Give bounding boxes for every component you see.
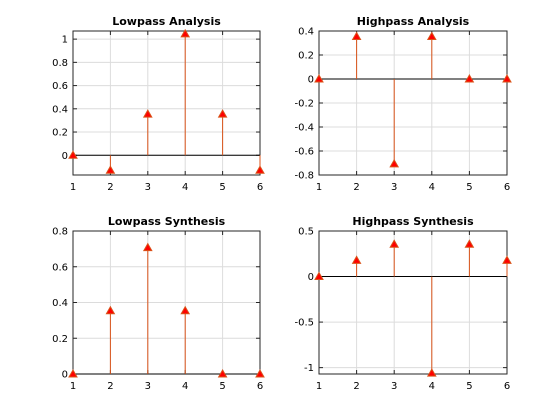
x-tick-label: 2 — [107, 182, 113, 193]
y-tick-label: -0.4 — [294, 123, 314, 134]
stem-marker — [314, 271, 324, 281]
stem-marker — [502, 73, 512, 83]
y-tick-label: 0.2 — [52, 128, 68, 139]
y-tick-label: 0.6 — [52, 262, 68, 273]
x-tick-label: 1 — [316, 381, 322, 392]
y-tick-label: 0.8 — [52, 227, 68, 238]
y-tick-label: 0.5 — [298, 227, 314, 238]
x-tick-label: 4 — [182, 381, 188, 392]
y-tick-label: 0.6 — [52, 81, 68, 92]
stem-marker — [464, 239, 475, 248]
x-tick-label: 5 — [466, 182, 472, 193]
chart-3: 1 2 3 4 5 6 0 0.2 0.4 0.6 0.8 Lowpass Synthesis — [52, 215, 265, 392]
stem-marker — [180, 305, 191, 315]
stem-marker — [255, 368, 265, 378]
chart-title: Highpass Synthesis — [352, 215, 474, 228]
stem-marker — [142, 242, 153, 252]
x-tick-label: 3 — [145, 381, 151, 392]
chart-2: 1 2 3 4 5 6 -0.8 -0.6 -0.4 -0.2 0 0.2 0.4 Highpass An… — [294, 15, 512, 193]
y-tick-label: 1 — [62, 35, 68, 46]
x-tick-label: 4 — [182, 182, 188, 193]
stem-marker — [255, 165, 265, 174]
y-tick-label: 0.4 — [298, 27, 314, 38]
x-tick-label: 2 — [353, 182, 359, 193]
y-tick-label: -0.5 — [294, 318, 314, 329]
chart-title: Lowpass Synthesis — [108, 215, 226, 228]
y-tick-label: -1 — [304, 363, 314, 374]
x-tick-label: 1 — [70, 381, 76, 392]
stem-marker — [180, 28, 191, 38]
y-tick-label: 0.4 — [52, 104, 68, 115]
y-tick-label: 0.2 — [52, 334, 68, 345]
y-tick-label: -0.6 — [294, 147, 314, 158]
stem-marker — [389, 158, 400, 168]
x-tick-label: 3 — [391, 182, 397, 193]
y-tick-label: 0.8 — [52, 58, 68, 69]
x-tick-label: 5 — [219, 182, 225, 193]
chart-title: Lowpass Analysis — [112, 15, 221, 28]
stem-marker — [464, 73, 475, 83]
y-tick-label: 0.4 — [52, 298, 68, 309]
x-tick-label: 3 — [145, 182, 151, 193]
plot-area — [319, 231, 507, 374]
y-tick-label: -0.8 — [294, 171, 314, 182]
chart-title: Highpass Analysis — [357, 15, 470, 28]
y-tick-label: 0 — [308, 75, 314, 86]
y-tick-label: 0 — [308, 272, 314, 283]
chart-1: 1 2 3 4 5 6 0 0.2 0.4 0.6 0.8 1 Lowpass Analysis — [52, 15, 265, 193]
x-tick-label: 2 — [107, 381, 113, 392]
stem-marker — [68, 368, 78, 378]
x-tick-label: 6 — [257, 381, 263, 392]
x-tick-label: 6 — [504, 381, 510, 392]
x-tick-label: 6 — [504, 182, 510, 193]
x-tick-label: 4 — [429, 381, 435, 392]
x-tick-label: 1 — [316, 182, 322, 193]
chart-4: 1 2 3 4 5 6 -1 -0.5 0 0.5 Highpass Synthesis — [294, 215, 512, 392]
x-tick-label: 5 — [219, 381, 225, 392]
stem-marker — [426, 31, 437, 41]
x-tick-label: 4 — [429, 182, 435, 193]
stem-marker — [217, 368, 228, 378]
axes-box — [72, 30, 261, 176]
y-tick-label: -0.2 — [294, 99, 314, 110]
x-tick-label: 3 — [391, 381, 397, 392]
stem-marker — [217, 109, 228, 118]
stem-marker — [351, 31, 362, 41]
y-tick-label: 0 — [62, 370, 68, 381]
y-tick-label: 0.2 — [298, 51, 314, 62]
x-tick-label: 1 — [70, 182, 76, 193]
stem-marker — [142, 109, 153, 118]
stem-marker — [502, 255, 512, 264]
stem-marker — [314, 73, 324, 83]
stem-marker — [68, 150, 78, 159]
axes-box — [318, 230, 508, 375]
x-tick-label: 5 — [466, 381, 472, 392]
x-tick-label: 6 — [257, 182, 263, 193]
x-tick-label: 2 — [353, 381, 359, 392]
stem-marker — [105, 165, 116, 174]
plot-area — [73, 31, 260, 175]
stem-marker — [351, 255, 362, 264]
stem-marker — [105, 305, 116, 315]
stem-marker — [389, 239, 400, 248]
stem-marker — [426, 368, 437, 377]
y-tick-label: 0 — [62, 151, 68, 162]
